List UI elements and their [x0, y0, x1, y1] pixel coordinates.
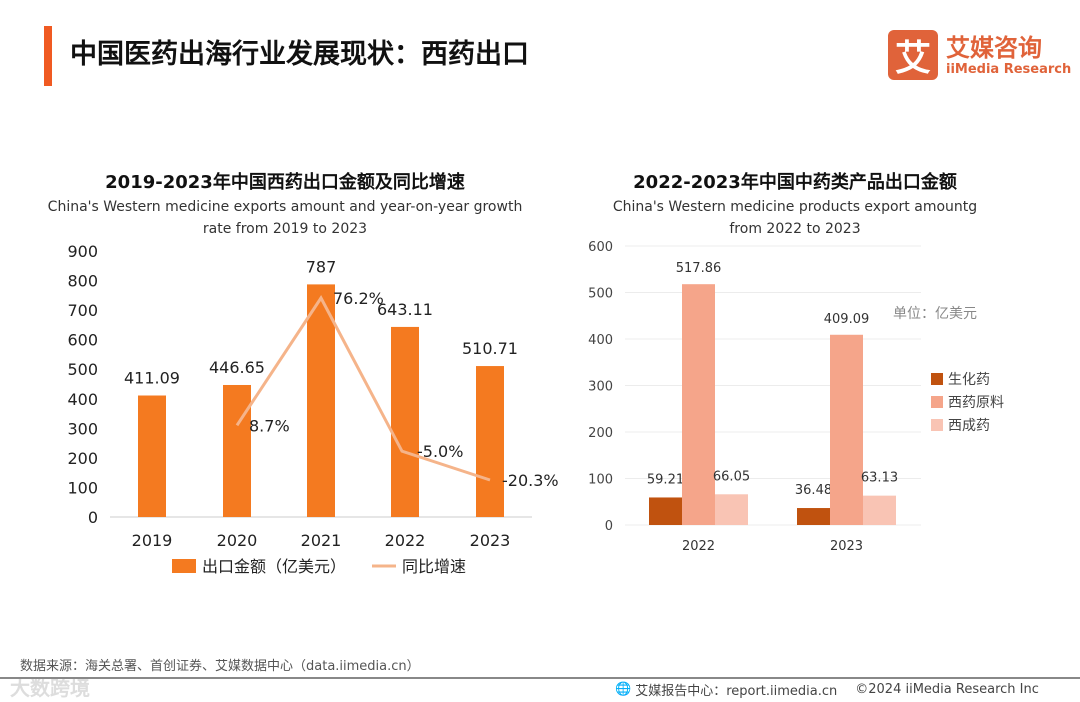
- growth-label: -5.0%: [417, 442, 463, 461]
- bar-label: 63.13: [861, 471, 898, 486]
- y-tick-label: 800: [67, 272, 98, 291]
- bar-label: 446.65: [209, 358, 265, 377]
- bar-生化药-2022: [649, 497, 682, 525]
- legend-label-growth: 同比增速: [402, 557, 466, 576]
- bar-label: 59.21: [647, 472, 684, 487]
- footer-divider: [0, 677, 1080, 679]
- page-title: 中国医药出海行业发展现状：西药出口: [70, 39, 529, 70]
- legend-swatch: [931, 419, 943, 431]
- legend-label: 西成药: [948, 418, 990, 434]
- bar-label: 643.11: [377, 300, 433, 319]
- watermark: 大数跨境: [10, 676, 90, 700]
- footer: 🌐 艾媒报告中心：report.iimedia.cn ©2024 iiMedia…: [615, 680, 1039, 699]
- x-tick-label: 2023: [470, 531, 511, 550]
- bar-西成药-2022: [715, 494, 748, 525]
- unit-label: 单位：亿美元: [893, 306, 977, 322]
- y-tick-label: 200: [588, 426, 613, 441]
- bar-export-2020: [223, 384, 251, 517]
- legend-label: 西药原料: [948, 395, 1004, 411]
- bar-label: 36.48: [795, 483, 832, 498]
- y-tick-label: 600: [67, 331, 98, 350]
- bar-label: 510.71: [462, 339, 518, 358]
- y-tick-label: 400: [67, 390, 98, 409]
- logo-en: iiMedia Research: [946, 61, 1072, 77]
- y-tick-label: 200: [67, 449, 98, 468]
- bar-生化药-2023: [797, 508, 830, 525]
- y-tick-label: 300: [67, 419, 98, 438]
- growth-line: [235, 295, 491, 482]
- bar-export-2023: [476, 366, 504, 517]
- y-tick-label: 100: [67, 478, 98, 497]
- bar-export-2021: [307, 284, 335, 517]
- left-chart-subtitle-1: China's Western medicine exports amount …: [47, 199, 523, 215]
- y-tick-label: 500: [67, 360, 98, 379]
- footer-report-link[interactable]: 艾媒报告中心：report.iimedia.cn: [635, 684, 838, 699]
- logo-mark: 艾: [888, 30, 938, 80]
- title-accent-bar: [44, 26, 52, 86]
- bar-西药原料-2022: [682, 284, 715, 525]
- bar-label: 787: [306, 257, 337, 276]
- y-tick-label: 0: [605, 519, 613, 534]
- bar-西成药-2023: [863, 495, 896, 525]
- bar-label: 66.05: [713, 469, 750, 484]
- legend-label: 生化药: [948, 372, 990, 388]
- globe-icon: 🌐: [615, 682, 632, 697]
- bar-export-2022: [391, 326, 419, 517]
- logo: 艾 艾媒咨询 iiMedia Research: [888, 30, 1071, 80]
- growth-label: 76.2%: [333, 289, 384, 308]
- y-tick-label: 100: [588, 473, 613, 488]
- x-tick-label: 2019: [132, 531, 173, 550]
- source-note: 数据来源：海关总署、首创证券、艾媒数据中心（data.iimedia.cn）: [20, 659, 420, 674]
- legend-swatch-export: [172, 559, 196, 573]
- bar-export-2019: [138, 395, 166, 517]
- bar-label: 517.86: [676, 261, 722, 276]
- left-chart-subtitle-2: rate from 2019 to 2023: [202, 221, 368, 237]
- x-tick-label: 2021: [301, 531, 342, 550]
- x-tick-label: 2023: [830, 539, 863, 554]
- bar-西药原料-2023: [830, 334, 863, 525]
- y-tick-label: 500: [588, 287, 613, 302]
- right-chart-title: 2022-2023年中国中药类产品出口金额: [633, 172, 957, 193]
- growth-label: -20.3%: [502, 471, 559, 490]
- left-chart-title: 2019-2023年中国西药出口金额及同比增速: [105, 172, 465, 193]
- legend-swatch: [931, 373, 943, 385]
- growth-label: 8.7%: [249, 416, 290, 435]
- y-tick-label: 700: [67, 301, 98, 320]
- y-tick-label: 600: [588, 240, 613, 255]
- legend-label-export: 出口金额（亿美元）: [202, 557, 346, 576]
- y-tick-label: 900: [67, 242, 98, 261]
- right-chart-subtitle-2: from 2022 to 2023: [729, 221, 861, 237]
- x-tick-label: 2020: [217, 531, 258, 550]
- legend-swatch: [931, 396, 943, 408]
- bar-label: 409.09: [824, 312, 870, 327]
- y-tick-label: 300: [588, 380, 613, 395]
- bar-label: 411.09: [124, 369, 180, 388]
- footer-copyright: ©2024 iiMedia Research Inc: [855, 682, 1039, 697]
- y-tick-label: 0: [88, 508, 98, 527]
- x-tick-label: 2022: [385, 531, 426, 550]
- logo-cn: 艾媒咨询: [946, 33, 1042, 62]
- right-chart-subtitle-1: China's Western medicine products export…: [612, 199, 978, 215]
- y-tick-label: 400: [588, 333, 613, 348]
- x-tick-label: 2022: [682, 539, 715, 554]
